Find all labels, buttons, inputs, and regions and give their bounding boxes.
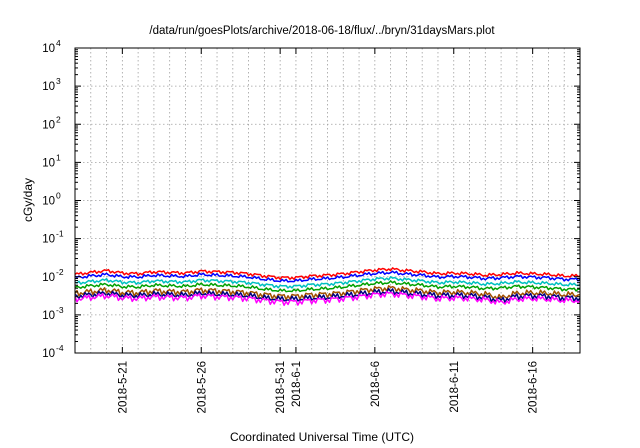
series-line-4: [74, 280, 581, 293]
y-tick-exponent: -1: [56, 229, 64, 239]
x-tick-label: 2018-5-26: [196, 361, 208, 413]
y-tick-exponent: 1: [56, 152, 61, 162]
y-tick-label: 10: [42, 119, 55, 131]
y-tick-label: 10: [42, 43, 55, 55]
y-tick-label: 10: [42, 157, 55, 169]
y-axis-label: cGy/day: [21, 178, 35, 222]
series-line-2: [74, 270, 581, 283]
x-tick-label: 2018-6-16: [528, 361, 540, 413]
y-tick-label: 10: [42, 310, 55, 322]
x-tick-label: 2018-5-31: [275, 361, 287, 413]
series-line-1: [74, 267, 581, 280]
chart-title: /data/run/goesPlots/archive/2018-06-18/f…: [149, 25, 495, 37]
y-tick-exponent: -3: [56, 305, 64, 315]
x-axis-label: Coordinated Universal Time (UTC): [230, 430, 414, 444]
y-tick-label: 10: [42, 196, 55, 208]
y-tick-exponent: -2: [56, 267, 64, 277]
y-tick-label: 10: [42, 234, 55, 246]
y-tick-exponent: -4: [56, 343, 64, 353]
x-tick-label: 2018-6-1: [291, 361, 303, 407]
x-tick-labels: 2018-5-21 2018-5-26 2018-5-31 2018-6-1 2018-…: [117, 361, 539, 413]
y-tick-exponent: 2: [56, 114, 61, 124]
x-tick-label: 2018-5-21: [117, 361, 129, 413]
tick-marks: [75, 47, 580, 354]
x-tick-label: 2018-6-11: [449, 361, 461, 413]
x-tick-label: 2018-6-6: [370, 361, 382, 407]
series-line-3: [74, 276, 581, 289]
y-tick-exponent: 3: [56, 76, 61, 86]
y-tick-label: 10: [42, 81, 55, 93]
y-tick-label: 10: [42, 348, 55, 360]
y-tick-label: 10: [42, 272, 55, 284]
series-line-7: [74, 290, 581, 307]
y-tick-exponent: 0: [56, 191, 61, 201]
y-tick-exponent: 4: [56, 38, 61, 48]
series-group: [74, 267, 581, 307]
series-line-5: [74, 285, 581, 301]
gridlines: [74, 48, 581, 353]
